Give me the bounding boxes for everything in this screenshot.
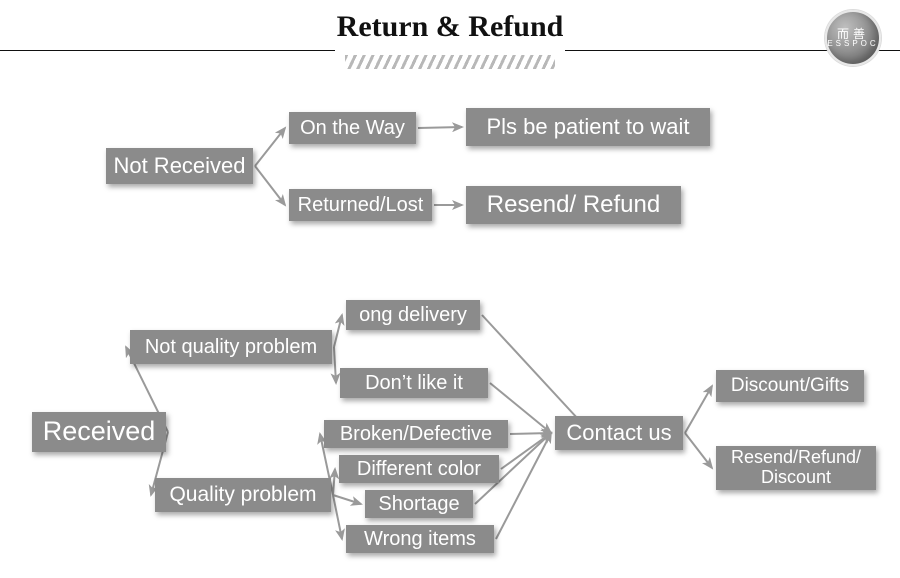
edge-contact-us-to-rrd: [685, 433, 712, 468]
edge-quality-to-diff-color: [333, 469, 335, 495]
edge-quality-to-shortage: [333, 495, 361, 504]
edge-quality-to-wrong-items: [333, 495, 342, 539]
flowchart-stage: Return & Refund 而善 ESSPOC Not Received On…: [0, 0, 900, 578]
logo-badge: 而善 ESSPOC: [825, 10, 881, 66]
node-resend-refund: Resend/ Refund: [466, 186, 681, 224]
edge-broken-to-contact-us: [510, 433, 551, 434]
node-broken: Broken/Defective: [324, 420, 508, 448]
edge-contact-us-to-discount-gifts: [685, 386, 712, 433]
node-dont-like: Don’t like it: [340, 368, 488, 398]
edge-not-received-to-on-the-way: [255, 128, 285, 166]
node-not-quality: Not quality problem: [130, 330, 332, 364]
node-long-delivery: ong delivery: [346, 300, 480, 330]
edge-wrong-items-to-contact-us: [496, 433, 551, 539]
node-diff-color: Different color: [339, 455, 499, 483]
edge-diff-color-to-contact-us: [501, 433, 551, 469]
rule-left: [0, 50, 335, 51]
node-pls-wait: Pls be patient to wait: [466, 108, 710, 146]
node-on-the-way: On the Way: [289, 112, 416, 144]
node-wrong-items: Wrong items: [346, 525, 494, 553]
logo-en: ESSPOC: [827, 40, 878, 48]
node-quality: Quality problem: [155, 478, 331, 512]
edge-not-quality-to-dont-like: [334, 347, 336, 383]
title-hatch: [345, 55, 555, 69]
node-rrd: Resend/Refund/ Discount: [716, 446, 876, 490]
edge-not-quality-to-long-delivery: [334, 315, 342, 347]
node-returned-lost: Returned/Lost: [289, 189, 432, 221]
node-not-received: Not Received: [106, 148, 253, 184]
edge-on-the-way-to-pls-wait: [418, 127, 462, 128]
edge-not-received-to-returned-lost: [255, 166, 285, 205]
page-title: Return & Refund: [300, 10, 600, 44]
node-discount-gifts: Discount/Gifts: [716, 370, 864, 402]
node-received: Received: [32, 412, 166, 452]
node-shortage: Shortage: [365, 490, 473, 518]
node-contact-us: Contact us: [555, 416, 683, 450]
